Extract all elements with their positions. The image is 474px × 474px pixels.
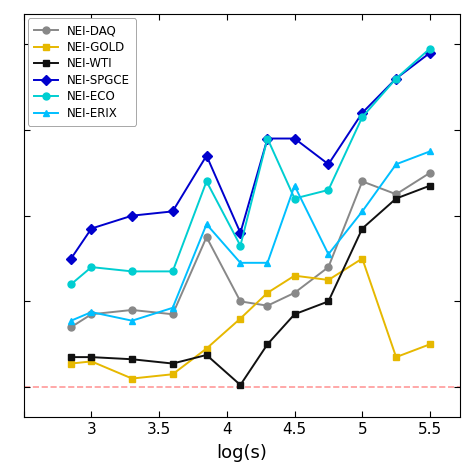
NEI-WTI	[359, 226, 365, 231]
NEI-DAQ	[292, 290, 297, 296]
NEI-DAQ	[129, 307, 135, 313]
NEI-SPGCE	[427, 50, 433, 55]
NEI-SPGCE	[326, 161, 331, 167]
NEI-WTI	[292, 311, 297, 317]
NEI-ECO	[204, 179, 210, 184]
NEI-SPGCE	[393, 76, 399, 82]
NEI-GOLD	[68, 361, 74, 366]
NEI-WTI	[427, 183, 433, 189]
NEI-GOLD	[129, 376, 135, 382]
NEI-ECO	[359, 114, 365, 120]
NEI-SPGCE	[359, 110, 365, 116]
NEI-ERIX	[326, 251, 331, 257]
Line: NEI-ECO: NEI-ECO	[68, 45, 433, 288]
NEI-SPGCE	[204, 153, 210, 158]
NEI-SPGCE	[264, 136, 270, 141]
NEI-WTI	[170, 361, 175, 366]
NEI-DAQ	[237, 299, 243, 304]
NEI-WTI	[393, 196, 399, 201]
NEI-ERIX	[204, 221, 210, 227]
NEI-GOLD	[264, 290, 270, 296]
NEI-ERIX	[393, 161, 399, 167]
Line: NEI-ERIX: NEI-ERIX	[68, 148, 433, 324]
NEI-GOLD	[170, 372, 175, 377]
NEI-ERIX	[68, 318, 74, 324]
NEI-ECO	[326, 187, 331, 193]
NEI-ERIX	[237, 260, 243, 265]
NEI-DAQ	[326, 264, 331, 270]
NEI-GOLD	[237, 316, 243, 321]
NEI-GOLD	[326, 277, 331, 283]
NEI-WTI	[204, 352, 210, 358]
NEI-ECO	[68, 282, 74, 287]
NEI-SPGCE	[292, 136, 297, 141]
NEI-ECO	[393, 76, 399, 82]
NEI-DAQ	[427, 170, 433, 176]
Legend: NEI-DAQ, NEI-GOLD, NEI-WTI, NEI-SPGCE, NEI-ECO, NEI-ERIX: NEI-DAQ, NEI-GOLD, NEI-WTI, NEI-SPGCE, N…	[28, 18, 136, 126]
Line: NEI-SPGCE: NEI-SPGCE	[68, 49, 433, 262]
NEI-WTI	[264, 341, 270, 347]
NEI-ECO	[170, 269, 175, 274]
NEI-SPGCE	[237, 230, 243, 236]
NEI-SPGCE	[129, 213, 135, 219]
NEI-ERIX	[427, 148, 433, 154]
NEI-ERIX	[170, 305, 175, 310]
NEI-ERIX	[89, 309, 94, 315]
NEI-WTI	[326, 299, 331, 304]
NEI-DAQ	[393, 191, 399, 197]
NEI-SPGCE	[68, 255, 74, 261]
NEI-WTI	[129, 356, 135, 362]
NEI-GOLD	[359, 255, 365, 261]
NEI-DAQ	[204, 234, 210, 240]
NEI-ECO	[89, 264, 94, 270]
NEI-ERIX	[292, 183, 297, 189]
NEI-ERIX	[264, 260, 270, 265]
NEI-WTI	[68, 354, 74, 360]
X-axis label: log(s): log(s)	[216, 444, 267, 462]
NEI-WTI	[89, 354, 94, 360]
NEI-DAQ	[359, 179, 365, 184]
NEI-SPGCE	[89, 226, 94, 231]
NEI-ECO	[237, 243, 243, 248]
NEI-SPGCE	[170, 209, 175, 214]
NEI-GOLD	[393, 354, 399, 360]
NEI-DAQ	[68, 324, 74, 330]
NEI-DAQ	[89, 311, 94, 317]
Line: NEI-WTI: NEI-WTI	[68, 182, 433, 389]
NEI-ERIX	[129, 318, 135, 324]
NEI-DAQ	[264, 303, 270, 309]
NEI-ERIX	[359, 209, 365, 214]
NEI-DAQ	[170, 311, 175, 317]
NEI-GOLD	[427, 341, 433, 347]
NEI-GOLD	[204, 346, 210, 351]
NEI-GOLD	[292, 273, 297, 279]
NEI-ECO	[129, 269, 135, 274]
NEI-WTI	[237, 382, 243, 388]
Line: NEI-DAQ: NEI-DAQ	[68, 169, 433, 330]
NEI-ECO	[292, 196, 297, 201]
NEI-GOLD	[89, 358, 94, 364]
Line: NEI-GOLD: NEI-GOLD	[68, 255, 433, 382]
NEI-ECO	[427, 46, 433, 51]
NEI-ECO	[264, 136, 270, 141]
